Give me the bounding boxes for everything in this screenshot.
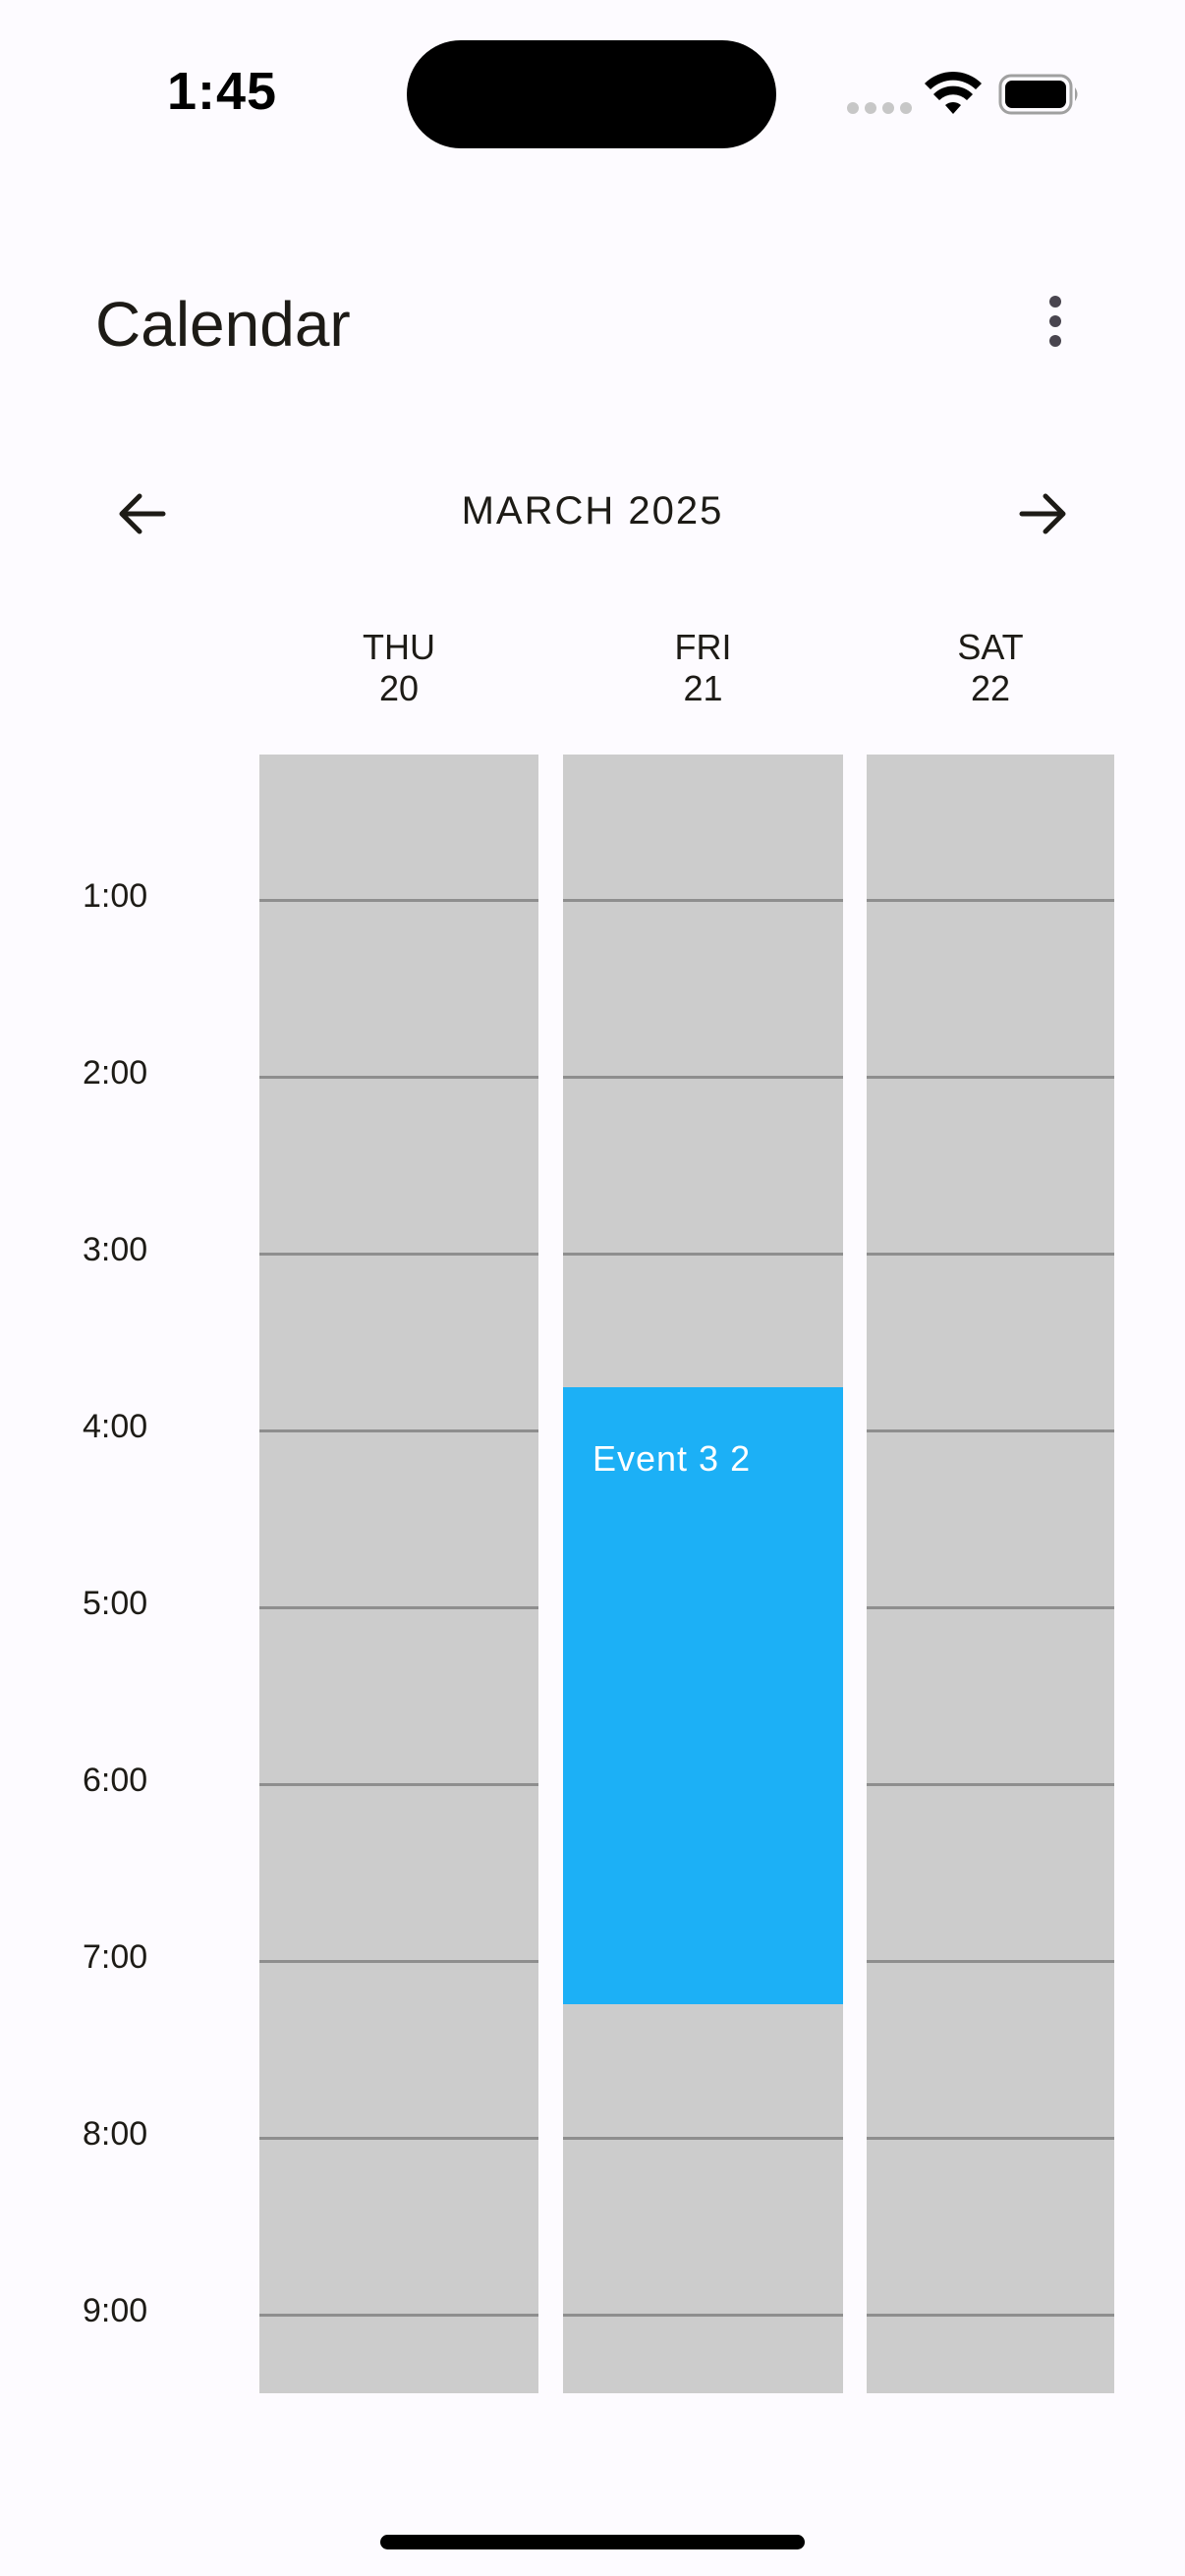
day-column-thu[interactable] (259, 755, 538, 2393)
status-time: 1:45 (167, 62, 278, 121)
day-header-thu: THU 20 (259, 627, 538, 709)
prev-month-button[interactable] (102, 475, 181, 553)
dynamic-island (407, 40, 776, 148)
arrow-left-icon (119, 493, 166, 534)
battery-icon (998, 74, 1078, 115)
day-weekday: SAT (957, 627, 1024, 667)
hour-line (563, 1076, 843, 1079)
time-label: 7:00 (83, 1938, 148, 1976)
hour-line (867, 1783, 1114, 1786)
hour-line (867, 1960, 1114, 1963)
cellular-signal-icon (847, 102, 912, 114)
hour-line (867, 1076, 1114, 1079)
month-label: MARCH 2025 (461, 489, 724, 532)
calendar-event[interactable]: Event 3 2 (563, 1387, 843, 2004)
day-date: 22 (970, 668, 1011, 708)
wifi-icon (925, 71, 982, 114)
day-weekday: THU (363, 627, 435, 667)
hour-line (259, 1253, 538, 1256)
hour-line (867, 1429, 1114, 1432)
time-label: 5:00 (83, 1585, 148, 1622)
event-title: Event 3 2 (592, 1438, 752, 1479)
day-date: 21 (683, 668, 723, 708)
hour-line (563, 1253, 843, 1256)
hour-line (563, 2137, 843, 2140)
hour-line (563, 2314, 843, 2317)
day-header-fri: FRI 21 (563, 627, 843, 709)
hour-line (259, 1429, 538, 1432)
day-header-sat: SAT 22 (867, 627, 1114, 709)
hour-line (259, 1960, 538, 1963)
day-column-sat[interactable] (867, 755, 1114, 2393)
time-label: 1:00 (83, 877, 148, 915)
time-label: 2:00 (83, 1054, 148, 1092)
time-label: 3:00 (83, 1231, 148, 1268)
hour-line (259, 899, 538, 902)
hour-line (259, 1783, 538, 1786)
hour-line (259, 1606, 538, 1609)
hour-line (867, 899, 1114, 902)
time-label: 6:00 (83, 1762, 148, 1799)
page-title: Calendar (95, 289, 351, 360)
hour-line (867, 1253, 1114, 1256)
hour-line (563, 899, 843, 902)
arrow-right-icon (1019, 493, 1066, 534)
time-label: 8:00 (83, 2115, 148, 2153)
day-weekday: FRI (674, 627, 732, 667)
hour-line (259, 1076, 538, 1079)
time-label: 9:00 (83, 2292, 148, 2329)
hour-line (867, 2314, 1114, 2317)
hour-line (259, 2314, 538, 2317)
time-label: 4:00 (83, 1408, 148, 1445)
hour-line (259, 2137, 538, 2140)
next-month-button[interactable] (1004, 475, 1083, 553)
more-vert-icon[interactable] (1032, 290, 1079, 353)
hour-line (867, 2137, 1114, 2140)
hour-line (867, 1606, 1114, 1609)
home-indicator[interactable] (380, 2535, 805, 2549)
day-date: 20 (378, 668, 420, 708)
